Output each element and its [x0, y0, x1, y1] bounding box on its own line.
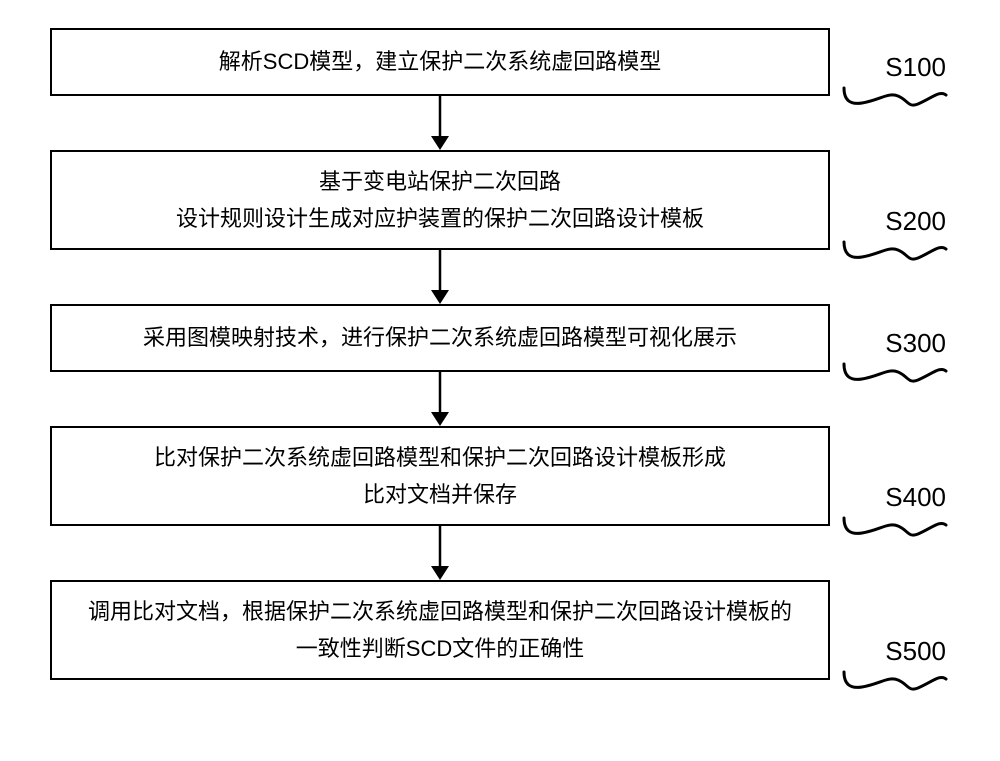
flow-step-box: 基于变电站保护二次回路设计规则设计生成对应护装置的保护二次回路设计模板: [50, 150, 830, 250]
flow-step-text: 比对保护二次系统虚回路模型和保护二次回路设计模板形成比对文档并保存: [154, 439, 726, 514]
step-label: S400: [885, 482, 950, 513]
flow-step-row: 调用比对文档，根据保护二次系统虚回路模型和保护二次回路设计模板的一致性判断SCD…: [50, 580, 950, 680]
step-label-connector: S100: [840, 52, 950, 114]
flow-step-text: 调用比对文档，根据保护二次系统虚回路模型和保护二次回路设计模板的一致性判断SCD…: [88, 593, 792, 668]
flow-step-row: 解析SCD模型，建立保护二次系统虚回路模型 S100: [50, 28, 950, 96]
curly-bracket-icon: [840, 240, 950, 268]
flow-arrow: [50, 526, 830, 580]
step-label-connector: S200: [840, 206, 950, 268]
step-label: S500: [885, 636, 950, 667]
flow-arrow: [50, 96, 830, 150]
flow-arrow: [50, 250, 830, 304]
flow-step-row: 采用图模映射技术，进行保护二次系统虚回路模型可视化展示 S300: [50, 304, 950, 372]
flow-step-text: 解析SCD模型，建立保护二次系统虚回路模型: [219, 43, 661, 80]
flow-step-box: 采用图模映射技术，进行保护二次系统虚回路模型可视化展示: [50, 304, 830, 372]
step-label: S100: [885, 52, 950, 83]
step-label-connector: S400: [840, 482, 950, 544]
flow-step-box: 解析SCD模型，建立保护二次系统虚回路模型: [50, 28, 830, 96]
curly-bracket-icon: [840, 670, 950, 698]
flow-step-text: 基于变电站保护二次回路设计规则设计生成对应护装置的保护二次回路设计模板: [176, 163, 704, 238]
flow-arrow: [50, 372, 830, 426]
flow-step-box: 调用比对文档，根据保护二次系统虚回路模型和保护二次回路设计模板的一致性判断SCD…: [50, 580, 830, 680]
step-label: S200: [885, 206, 950, 237]
step-label-connector: S500: [840, 636, 950, 698]
curly-bracket-icon: [840, 362, 950, 390]
flow-step-row: 基于变电站保护二次回路设计规则设计生成对应护装置的保护二次回路设计模板 S200: [50, 150, 950, 250]
curly-bracket-icon: [840, 86, 950, 114]
flow-step-box: 比对保护二次系统虚回路模型和保护二次回路设计模板形成比对文档并保存: [50, 426, 830, 526]
flow-step-text: 采用图模映射技术，进行保护二次系统虚回路模型可视化展示: [143, 319, 737, 356]
step-label-connector: S300: [840, 328, 950, 390]
curly-bracket-icon: [840, 516, 950, 544]
flow-step-row: 比对保护二次系统虚回路模型和保护二次回路设计模板形成比对文档并保存 S400: [50, 426, 950, 526]
flowchart-diagram: 解析SCD模型，建立保护二次系统虚回路模型 S100 基于变电站保护二次回路设计规则…: [0, 0, 1000, 761]
step-label: S300: [885, 328, 950, 359]
